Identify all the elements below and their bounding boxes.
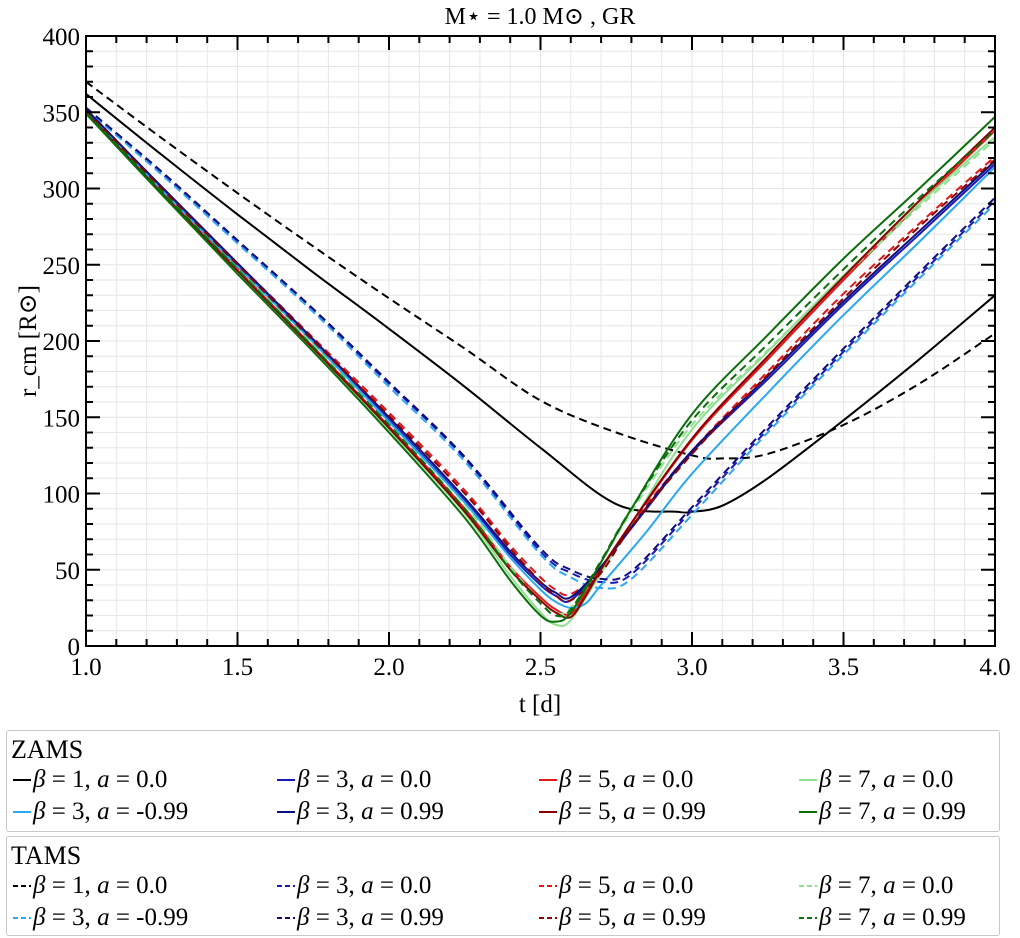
legend-tams: TAMS β = 1, a = 0.0 β = 3, a = 0.0 β = 5, … [6,836,1000,936]
legend-swatch [277,885,295,887]
series-line-16 [85,111,996,618]
legend-label: β = 7, a = 0.99 [819,904,966,931]
x-tick-label: 2.5 [525,654,556,681]
legend-swatch [539,779,557,781]
grid-lines [85,35,996,647]
legend-swatch [799,917,817,919]
legend-entry: β = 1, a = 0.0 [11,765,167,795]
series-line-15 [85,113,996,623]
y-tick-label: 350 [43,100,81,127]
legend-entry: β = 3, a = -0.99 [11,797,188,827]
y-tick-label: 100 [43,482,81,509]
legend-entry: β = 7, a = 0.99 [797,797,966,827]
series-line-14 [85,110,996,603]
legend-zams-title: ZAMS [11,735,84,764]
series-line-2 [85,80,996,460]
x-tick-label: 1.0 [70,654,101,681]
legend-swatch [13,779,31,781]
tick-labels: 1.0 1.5 2.0 2.5 3.0 3.5 4.0 0 50 100 150 200 250 300 3… [43,24,1011,681]
legend-swatch [799,779,817,781]
x-tick-label: 3.5 [828,654,859,681]
legend-entry: β = 7, a = 0.99 [797,903,966,933]
series-line-8 [85,110,996,615]
y-tick-label: 200 [43,329,81,356]
legend-label: β = 5, a = 0.99 [559,798,706,825]
legend-label: β = 5, a = 0.0 [559,872,694,899]
y-tick-label: 0 [68,634,81,661]
legend-entry: β = 3, a = 0.0 [275,871,431,901]
legend-entry: β = 3, a = -0.99 [11,903,188,933]
legend-swatch [539,885,557,887]
legend-swatch [539,811,557,813]
legend-swatch [13,885,31,887]
legend-label: β = 1, a = 0.0 [33,872,168,899]
legend-swatch [799,811,817,813]
legend-swatch [799,885,817,887]
series-line-12 [85,106,996,581]
legend-tams-title: TAMS [11,841,82,870]
axis-ticks [85,35,996,647]
legend-entry: β = 7, a = 0.0 [797,871,953,901]
legend-label: β = 5, a = 0.0 [559,766,694,793]
legend-entry: β = 1, a = 0.0 [11,871,167,901]
legend-entry: β = 5, a = 0.99 [537,797,706,827]
legend-label: β = 7, a = 0.0 [819,872,954,899]
legend-swatch [539,917,557,919]
y-axis-label: r_cm [R⊙] [15,285,42,397]
legend-entry: β = 3, a = 0.99 [275,797,444,827]
legend-label: β = 5, a = 0.99 [559,904,706,931]
legend-label: β = 3, a = 0.0 [297,766,432,793]
y-tick-label: 400 [43,24,81,51]
x-tick-label: 4.0 [979,654,1010,681]
legend-entry: β = 5, a = 0.0 [537,871,693,901]
chart-canvas: 1.0 1.5 2.0 2.5 3.0 3.5 4.0 0 50 100 150 200 250 300 3… [15,4,1011,718]
legend-label: β = 3, a = -0.99 [33,904,189,931]
y-tick-label: 50 [55,558,80,585]
legend-entry: β = 5, a = 0.99 [537,903,706,933]
legend-swatch [277,811,295,813]
y-tick-label: 150 [43,405,81,432]
legend-swatch [13,917,31,919]
legend-swatch [13,811,31,813]
legend-swatch [277,917,295,919]
chart-title: M⋆ = 1.0 M⊙ , GR [445,4,636,30]
legend-label: β = 3, a = 0.0 [297,872,432,899]
legend-swatch [277,779,295,781]
x-tick-label: 3.0 [676,654,707,681]
series-line-10 [85,108,996,590]
x-tick-label: 2.0 [373,654,404,681]
legend-label: β = 1, a = 0.0 [33,766,168,793]
x-tick-label: 1.5 [222,654,253,681]
legend-entry: β = 3, a = 0.0 [275,765,431,795]
legend-zams: ZAMS β = 1, a = 0.0 β = 3, a = 0.0 β = 5, … [6,730,1000,832]
series-line-13 [85,111,996,619]
legend-label: β = 3, a = 0.99 [297,904,444,931]
legend-entry: β = 3, a = 0.99 [275,903,444,933]
series-layer [85,80,996,628]
y-tick-label: 300 [43,177,81,204]
y-tick-label: 250 [43,253,81,280]
x-axis-label: t [d] [519,691,561,718]
series-line-4 [85,106,996,584]
legend-label: β = 7, a = 0.0 [819,766,954,793]
legend-entry: β = 5, a = 0.0 [537,765,693,795]
legend-entry: β = 7, a = 0.0 [797,765,953,795]
legend-label: β = 3, a = 0.99 [297,798,444,825]
series-line-11 [85,108,996,600]
legend-label: β = 7, a = 0.99 [819,798,966,825]
legend-label: β = 3, a = -0.99 [33,798,189,825]
